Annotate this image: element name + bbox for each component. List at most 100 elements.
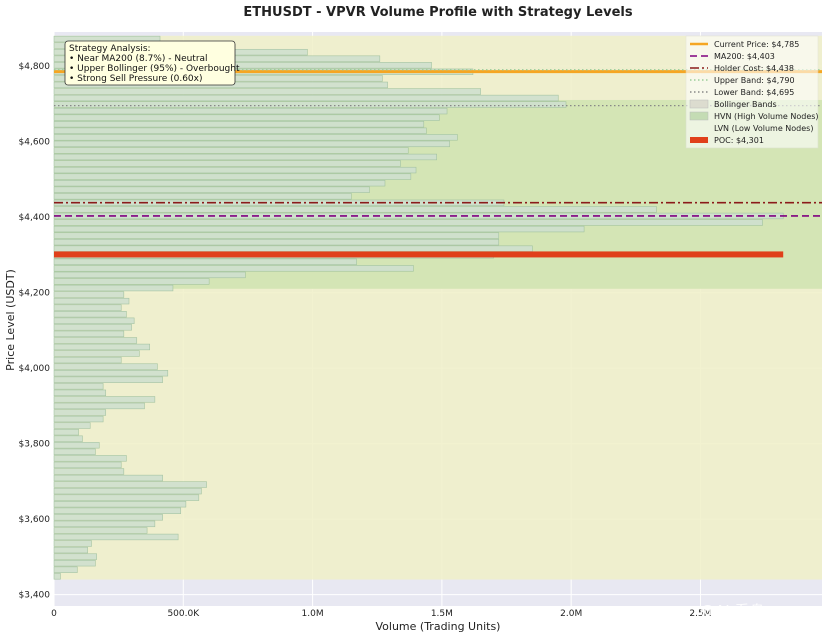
legend-swatch [689, 111, 709, 121]
volume-bar [53, 402, 145, 410]
volume-bar [53, 487, 202, 495]
volume-bar [53, 389, 107, 397]
volume-bar [53, 520, 156, 528]
volume-bar [53, 278, 210, 285]
volume-bar [53, 356, 122, 364]
analysis-line: • Near MA200 (8.7%) - Neutral [69, 54, 208, 64]
volume-bar [53, 219, 763, 226]
volume-bar [53, 370, 169, 377]
x-axis-label: Volume (Trading Units) [376, 620, 501, 633]
x-tick-label: 2.5M [689, 609, 711, 619]
volume-bar [53, 566, 78, 573]
x-tick-label: 2.0M [560, 609, 582, 619]
analysis-line: • Strong Sell Pressure (0.60x) [69, 74, 203, 84]
volume-bar [53, 468, 125, 475]
volume-bar [53, 461, 122, 469]
volume-bar [53, 193, 352, 200]
volume-bar [53, 88, 481, 95]
volume-bar [53, 311, 127, 318]
volume-bar [53, 107, 448, 115]
volume-bar [53, 501, 187, 508]
volume-bar [53, 291, 125, 298]
volume-bar [53, 533, 179, 541]
volume-bar [53, 396, 156, 403]
volume-bar [53, 304, 122, 311]
volume-bar [53, 160, 401, 167]
volume-bar [53, 409, 107, 416]
analysis-line: • Upper Bollinger (95%) - Overbought [69, 64, 240, 74]
volume-bar [53, 343, 150, 351]
volume-bar [53, 225, 585, 233]
legend-box [685, 35, 819, 149]
legend-swatch [689, 99, 709, 109]
analysis-box [64, 40, 236, 86]
analysis-title: Strategy Analysis: [69, 44, 151, 54]
legend-label: MA200: $4,403 [714, 52, 775, 61]
x-tick-label: 1.5M [431, 609, 453, 619]
volume-bar [53, 324, 132, 331]
legend-label: Holder Cost: $4,438 [714, 64, 794, 73]
volume-bar [53, 546, 88, 554]
watermark: @AI 看盘 [700, 602, 764, 620]
y-axis-label: Price Level (USDT) [4, 269, 17, 371]
legend-label: Lower Band: $4,695 [714, 88, 794, 97]
volume-bar [53, 422, 91, 429]
volume-bar [53, 448, 96, 455]
volume-bar [53, 573, 61, 580]
volume-bar [53, 540, 92, 547]
volume-bar [53, 173, 412, 180]
volume-bar [53, 101, 567, 108]
legend-label: Bollinger Bands [714, 100, 777, 109]
volume-bar [53, 435, 83, 442]
volume-bar [53, 180, 386, 187]
volume-bar [53, 553, 97, 560]
volume-bar [53, 317, 135, 324]
volume-bar [53, 284, 174, 292]
volume-bar [53, 258, 357, 265]
volume-bar [53, 153, 438, 161]
volume-bar [53, 428, 79, 436]
volume-bar [53, 363, 158, 370]
legend-label: Current Price: $4,785 [714, 40, 799, 49]
x-tick-label: 1.0M [302, 609, 324, 619]
legend-label: LVN (Low Volume Nodes) [714, 124, 813, 133]
volume-bar [53, 494, 200, 501]
y-tick-label: $4,800 [19, 62, 51, 72]
volume-bar [53, 245, 533, 252]
volume-bar [53, 114, 440, 121]
poc-bar [54, 251, 784, 258]
volume-bar [53, 297, 130, 305]
volume-bar [53, 62, 432, 69]
y-tick-label: $3,800 [19, 440, 51, 450]
y-tick-label: $4,400 [19, 213, 51, 223]
volume-bar [53, 232, 500, 239]
volume-bar [53, 330, 125, 338]
y-tick-label: $4,200 [19, 289, 51, 299]
volume-bar [53, 127, 427, 134]
volume-bar [53, 350, 140, 357]
volume-bar [53, 560, 96, 567]
volume-bar [53, 206, 657, 213]
x-tick-label: 500.0K [167, 609, 200, 619]
volume-bar [53, 238, 500, 246]
volume-bar [53, 514, 163, 521]
legend-swatch [690, 137, 708, 143]
volume-bar [53, 134, 458, 141]
volume-bar [53, 166, 417, 174]
chart-title: ETHUSDT - VPVR Volume Profile with Strat… [243, 5, 632, 20]
volume-bar [53, 94, 559, 102]
volume-bar [53, 376, 163, 383]
volume-bar [53, 481, 207, 488]
y-tick-label: $4,600 [19, 138, 51, 148]
volume-bar [53, 147, 409, 154]
volume-bar [53, 442, 100, 449]
volume-bar [53, 507, 182, 514]
volume-bar [53, 121, 425, 128]
volume-bar [53, 271, 246, 279]
volume-bar [53, 383, 104, 390]
x-tick-label: 0 [51, 609, 57, 619]
legend-label: HVN (High Volume Nodes) [714, 112, 819, 121]
volume-bar [53, 337, 138, 344]
volume-bar [53, 186, 370, 193]
